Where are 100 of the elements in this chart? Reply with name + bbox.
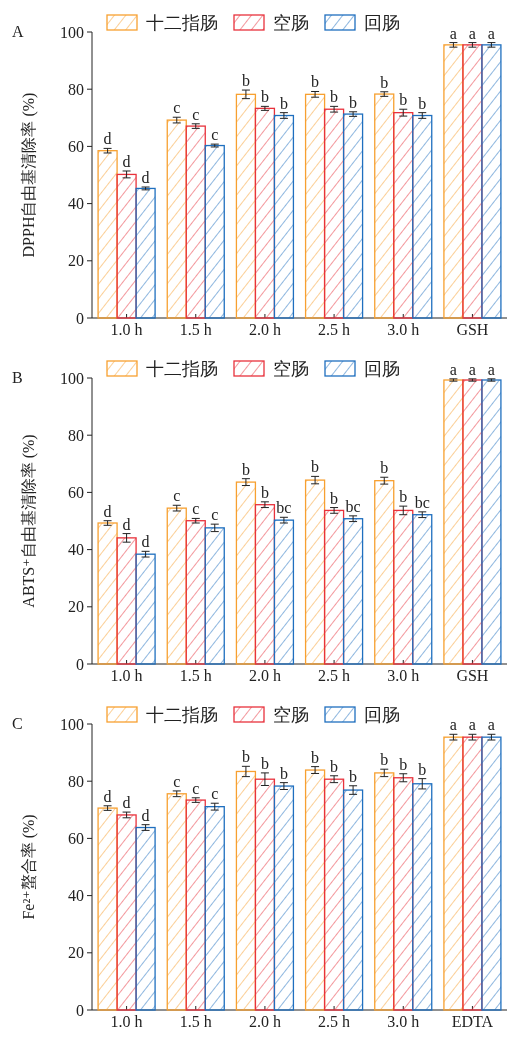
y-tick-label: 0 xyxy=(76,1001,84,1019)
data-label: b xyxy=(399,91,408,109)
bar xyxy=(135,826,156,1011)
text: B xyxy=(12,369,23,386)
bar xyxy=(135,553,156,665)
data-label: b xyxy=(349,767,358,785)
legend-label: 回肠 xyxy=(364,359,400,379)
bar xyxy=(185,799,206,1011)
data-label: b xyxy=(380,73,389,91)
data-label: a xyxy=(449,360,457,378)
data-label: c xyxy=(192,105,200,123)
bar xyxy=(116,814,137,1011)
x-tick-label: 2.0 h xyxy=(248,667,281,684)
bar xyxy=(204,527,225,665)
bar xyxy=(443,379,464,665)
bar xyxy=(254,778,276,1011)
bar xyxy=(443,44,464,319)
data-label: b xyxy=(418,760,427,778)
data-label: b xyxy=(311,748,320,766)
bar xyxy=(342,518,364,665)
bar xyxy=(135,187,156,319)
y-axis-title: ABTS⁺自由基清除率 (%) xyxy=(19,434,38,608)
y-tick-label: 40 xyxy=(68,887,84,905)
bar xyxy=(462,44,483,319)
y-axis-title: Fe²⁺螯合率 (%) xyxy=(19,814,38,920)
data-label: a xyxy=(449,716,457,734)
bar xyxy=(304,479,326,665)
text: C xyxy=(12,715,23,732)
data-label: a xyxy=(449,24,457,42)
x-tick-label: 1.5 h xyxy=(179,321,212,338)
legend-label: 空肠 xyxy=(273,359,309,379)
bar xyxy=(323,778,345,1011)
data-label: a xyxy=(487,360,495,378)
data-label: b xyxy=(311,458,320,476)
x-tick-label: EDTA xyxy=(451,1013,494,1030)
x-tick-label: 2.5 h xyxy=(318,667,351,684)
x-tick-label: 3.0 h xyxy=(387,1013,420,1030)
bar xyxy=(166,119,187,319)
data-label: b xyxy=(241,748,250,766)
bar xyxy=(254,504,276,665)
data-label: d xyxy=(141,169,150,187)
data-label: a xyxy=(468,24,476,42)
data-label: c xyxy=(211,506,219,524)
data-label: b xyxy=(279,764,288,782)
bar xyxy=(97,150,118,319)
data-label: a xyxy=(468,360,476,378)
data-label: b xyxy=(380,459,389,477)
data-label: d xyxy=(122,515,131,533)
data-label: a xyxy=(487,716,495,734)
data-label: bc xyxy=(276,499,292,517)
x-tick-label: 2.5 h xyxy=(318,321,351,338)
data-label: c xyxy=(173,99,181,117)
bar xyxy=(323,108,345,319)
text: A xyxy=(12,23,24,40)
x-tick-label: 1.0 h xyxy=(110,321,143,338)
bar xyxy=(412,783,433,1011)
legend-label: 十二指肠 xyxy=(146,705,218,725)
y-tick-label: 60 xyxy=(68,137,84,155)
data-label: a xyxy=(487,24,495,42)
x-tick-label: 2.0 h xyxy=(248,321,281,338)
data-label: c xyxy=(192,779,200,797)
y-tick-label: 80 xyxy=(68,772,84,790)
bar xyxy=(412,514,433,665)
legend-label: 十二指肠 xyxy=(146,359,218,379)
bar xyxy=(393,509,414,665)
bar xyxy=(116,173,137,319)
data-label: b xyxy=(380,751,389,769)
bar xyxy=(393,112,414,319)
y-tick-label: 20 xyxy=(68,252,84,270)
bar xyxy=(166,507,187,665)
bar xyxy=(235,770,257,1011)
data-label: b xyxy=(260,483,269,501)
bar xyxy=(323,509,345,665)
data-label: bc xyxy=(414,493,430,511)
data-label: b xyxy=(418,94,427,112)
bar xyxy=(412,114,433,319)
x-tick-label: 1.0 h xyxy=(110,1013,143,1030)
data-label: b xyxy=(349,93,358,111)
data-label: d xyxy=(141,806,150,824)
data-label: b xyxy=(399,488,408,506)
bar xyxy=(374,480,395,665)
bar xyxy=(185,520,206,665)
bar xyxy=(342,789,364,1011)
data-label: c xyxy=(192,500,200,518)
y-tick-label: 100 xyxy=(60,23,84,41)
data-label: b xyxy=(260,88,269,106)
data-label: d xyxy=(103,787,112,805)
bar xyxy=(342,113,364,319)
data-label: c xyxy=(211,785,219,803)
x-tick-label: GSH xyxy=(456,321,489,338)
x-tick-label: 1.0 h xyxy=(110,667,143,684)
data-label: b xyxy=(241,460,250,478)
bar xyxy=(374,93,395,319)
bar xyxy=(204,806,225,1011)
x-tick-label: 1.5 h xyxy=(179,1013,212,1030)
y-tick-label: 20 xyxy=(68,598,84,616)
bar xyxy=(374,772,395,1011)
bar xyxy=(273,519,295,665)
data-label: c xyxy=(211,126,219,144)
y-axis-title: DPPH自由基清除率 (%) xyxy=(19,92,38,258)
